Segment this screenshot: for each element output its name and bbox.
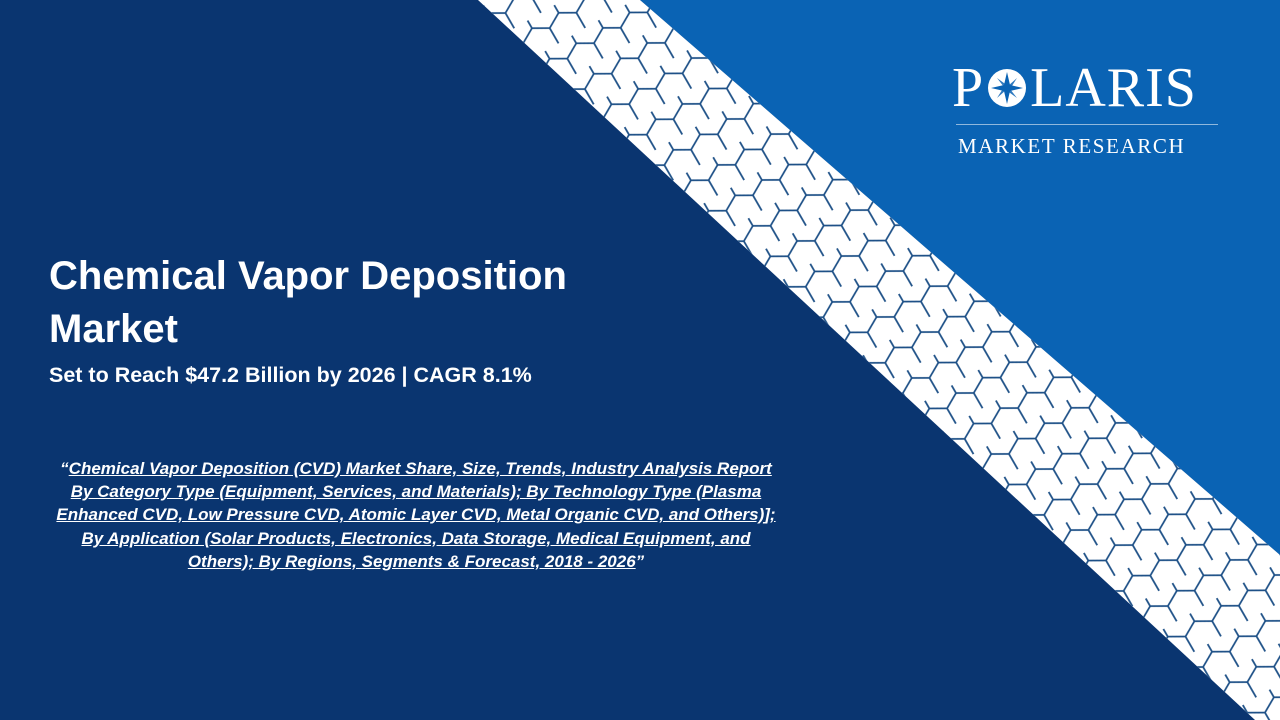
close-quote: ” <box>635 551 645 571</box>
logo-divider <box>956 124 1218 125</box>
open-quote: “ <box>60 459 69 478</box>
logo-wordmark: P LARIS <box>952 58 1197 118</box>
compass-star-icon <box>984 58 1030 118</box>
logo-letter-p: P <box>952 57 985 119</box>
report-subtitle: Set to Reach $47.2 Billion by 2026 | CAG… <box>49 363 532 387</box>
logo-letters-laris: LARIS <box>1030 57 1197 119</box>
report-description: “Chemical Vapor Deposition (CVD) Market … <box>48 457 784 573</box>
report-title: Chemical Vapor Deposition Market <box>49 254 567 351</box>
report-link[interactable]: Chemical Vapor Deposition (CVD) Market S… <box>56 459 776 571</box>
logo-tagline: MARKET RESEARCH <box>958 134 1186 158</box>
